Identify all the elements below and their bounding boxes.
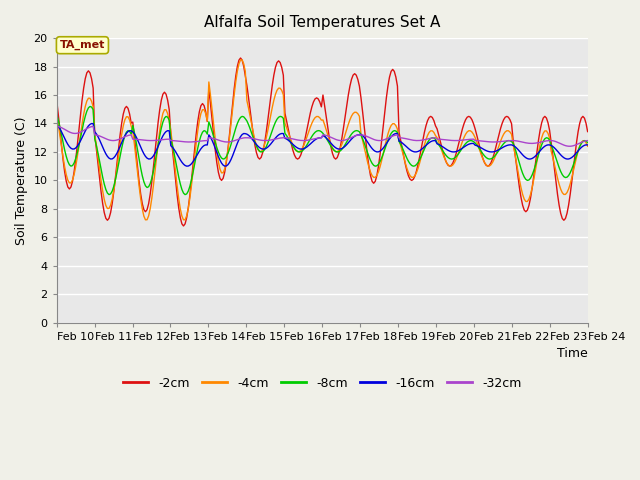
Y-axis label: Soil Temperature (C): Soil Temperature (C) [15, 116, 28, 245]
Title: Alfalfa Soil Temperatures Set A: Alfalfa Soil Temperatures Set A [204, 15, 440, 30]
X-axis label: Time: Time [557, 348, 588, 360]
Legend: -2cm, -4cm, -8cm, -16cm, -32cm: -2cm, -4cm, -8cm, -16cm, -32cm [118, 372, 526, 395]
Text: TA_met: TA_met [60, 40, 105, 50]
